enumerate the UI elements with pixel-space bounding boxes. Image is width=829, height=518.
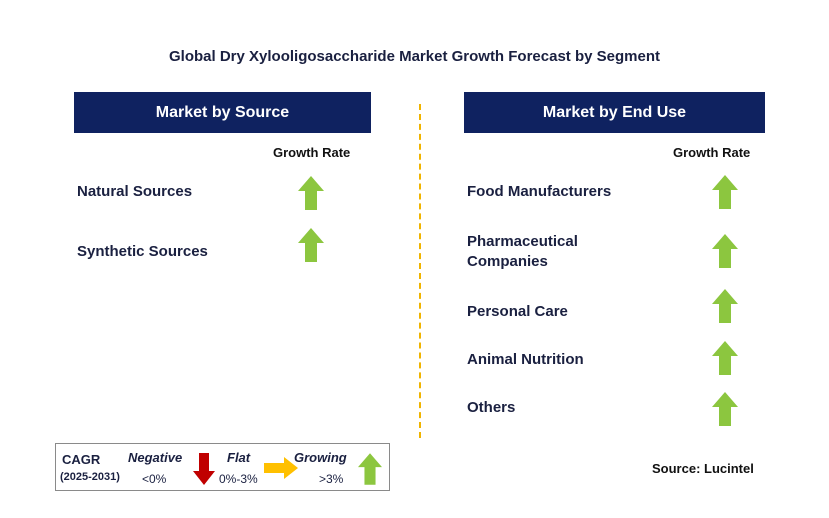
row-label: Others [467, 399, 516, 416]
row-label: Animal Nutrition [467, 351, 584, 368]
end-use-growth-rate-header: Growth Rate [673, 145, 751, 160]
row-label: Synthetic Sources [77, 243, 208, 260]
green-up-arrow-icon [712, 175, 738, 209]
source-credit: Source: Lucintel [652, 461, 754, 476]
cagr-legend: CAGR (2025-2031) Negative <0% Flat 0%-3%… [55, 443, 390, 491]
legend-cagr-label: CAGR [62, 452, 101, 467]
green-up-arrow-icon [298, 176, 324, 210]
row-label: Pharmaceutical [467, 233, 578, 250]
orange-right-arrow-icon [264, 457, 298, 479]
end-use-row-food: Food Manufacturers [467, 182, 611, 202]
legend-flat-range: 0%-3% [219, 472, 258, 486]
source-growth-rate-header: Growth Rate [273, 145, 351, 160]
source-panel-header: Market by Source [74, 92, 371, 133]
source-row-natural: Natural Sources [77, 182, 192, 202]
row-label: Food Manufacturers [467, 183, 612, 200]
legend-negative-range: <0% [142, 472, 167, 486]
green-up-arrow-icon [712, 289, 738, 323]
legend-negative-label: Negative [128, 450, 183, 465]
green-up-arrow-icon [712, 234, 738, 268]
end-use-row-pharmaceutical: Pharmaceutical Companies [467, 232, 578, 272]
legend-growing-range: >3% [319, 472, 344, 486]
legend-flat-label: Flat [227, 450, 251, 465]
green-up-arrow-icon [712, 341, 738, 375]
page-title: Global Dry Xylooligosaccharide Market Gr… [169, 48, 660, 65]
red-down-arrow-icon [193, 453, 215, 485]
green-up-arrow-icon [298, 228, 324, 262]
green-up-arrow-icon [712, 392, 738, 426]
end-use-row-animal-nutrition: Animal Nutrition [467, 350, 584, 370]
end-use-row-personal-care: Personal Care [467, 302, 568, 322]
legend-growing-label: Growing [294, 450, 347, 465]
green-up-arrow-icon [358, 453, 382, 485]
row-label: Natural Sources [77, 183, 193, 200]
end-use-panel-header: Market by End Use [464, 92, 765, 133]
end-use-row-others: Others [467, 398, 515, 418]
row-label: Companies [467, 253, 548, 270]
row-label: Personal Care [467, 303, 568, 320]
panel-divider [419, 104, 421, 438]
legend-period: (2025-2031) [60, 471, 120, 483]
source-row-synthetic: Synthetic Sources [77, 242, 208, 262]
